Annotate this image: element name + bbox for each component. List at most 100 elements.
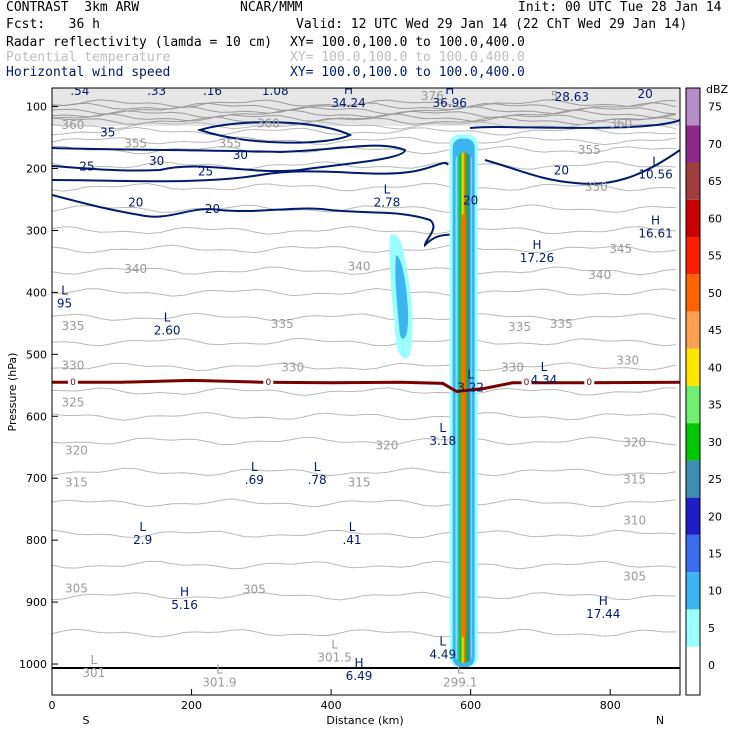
reflectivity-cell bbox=[389, 134, 478, 668]
extremum-value: 36.96 bbox=[433, 96, 467, 110]
extremum-type: L bbox=[349, 520, 356, 534]
theta-contour bbox=[52, 467, 677, 477]
extremum-value: .54 bbox=[70, 84, 89, 98]
theta-contour bbox=[52, 126, 677, 136]
x-axis: 0 200 400 600 800 bbox=[49, 689, 621, 712]
x-tick-label: 400 bbox=[321, 699, 342, 712]
theta-label: 360 bbox=[61, 118, 84, 132]
wind-contour-20-top bbox=[469, 119, 680, 129]
extremum-value: 301.9 bbox=[202, 675, 236, 689]
theta-label: 335 bbox=[61, 319, 84, 333]
convective-cell-hot bbox=[461, 214, 467, 638]
theta-label: 310 bbox=[623, 513, 646, 527]
wind-label: 35 bbox=[100, 126, 115, 140]
colorbar-swatch bbox=[686, 162, 700, 200]
y-tick-label: 300 bbox=[26, 224, 47, 237]
theta-contour bbox=[52, 225, 677, 235]
theta-contour bbox=[52, 411, 677, 421]
freezing-label: 0 bbox=[70, 378, 76, 388]
extremum-type: L bbox=[541, 360, 548, 374]
colorbar-label: 40 bbox=[708, 361, 722, 374]
theta-contour bbox=[52, 287, 677, 297]
theta-contour bbox=[52, 182, 677, 192]
extremum-type: L bbox=[61, 283, 68, 297]
extremum-value: 3.18 bbox=[429, 434, 456, 448]
wind-label: 20 bbox=[205, 202, 220, 216]
colorbar-swatch bbox=[686, 125, 700, 163]
theta-contour bbox=[52, 387, 676, 397]
theta-contour bbox=[52, 204, 677, 214]
extremum-value: 17.26 bbox=[520, 251, 554, 265]
colorbar-label: 10 bbox=[708, 585, 722, 598]
colorbar-label: 50 bbox=[708, 287, 722, 300]
theta-contours bbox=[52, 99, 677, 638]
freezing-level-labels: 0 0 0 0 bbox=[67, 377, 595, 388]
freezing-label: 0 bbox=[524, 378, 530, 388]
y-tick-label: 500 bbox=[26, 348, 47, 361]
extremum-value: 301 bbox=[82, 666, 105, 680]
extremum-value: 301.5 bbox=[317, 651, 351, 665]
y-tick-label: 900 bbox=[26, 596, 47, 609]
upper-theta-band bbox=[52, 88, 680, 126]
y-tick-label: 600 bbox=[26, 410, 47, 423]
theta-label: 325 bbox=[61, 396, 84, 410]
extremum-value: .16 bbox=[203, 84, 222, 98]
theta-contour bbox=[52, 337, 677, 347]
theta-label: 376 bbox=[421, 89, 444, 103]
wind-contour-20-left bbox=[52, 194, 456, 248]
colorbar-label: 75 bbox=[708, 101, 722, 114]
colorbar-swatch bbox=[686, 572, 700, 610]
wind-label: 30 bbox=[149, 154, 164, 168]
colorbar-label: 70 bbox=[708, 138, 722, 151]
colorbar-label: 35 bbox=[708, 399, 722, 412]
theta-contour bbox=[52, 529, 677, 539]
colorbar-swatch bbox=[686, 497, 700, 535]
x-axis-title: Distance (km) bbox=[326, 714, 403, 727]
extremum-value: .33 bbox=[147, 84, 166, 98]
colorbar-label: 45 bbox=[708, 324, 722, 337]
extremum-value: 95 bbox=[57, 296, 72, 310]
theta-contour bbox=[52, 362, 677, 372]
extremum-type: L bbox=[91, 653, 98, 667]
freezing-label: 0 bbox=[586, 378, 592, 388]
extremum-value: 34.24 bbox=[331, 96, 365, 110]
theta-contour bbox=[52, 136, 677, 146]
extremum-type: L bbox=[652, 154, 659, 168]
extremum-value: 2.60 bbox=[154, 324, 181, 338]
wind-label: 20 bbox=[128, 196, 143, 210]
theta-label: 355 bbox=[124, 137, 147, 151]
freezing-label: 0 bbox=[265, 378, 271, 388]
colorbar-label: 25 bbox=[708, 473, 722, 486]
theta-label: 345 bbox=[609, 242, 632, 256]
extremum-type: H bbox=[532, 238, 541, 252]
x-tick-label: 200 bbox=[181, 699, 202, 712]
colorbar-swatch bbox=[686, 460, 700, 498]
extremum-value: .41 bbox=[342, 533, 361, 547]
extremum-type: H bbox=[567, 77, 576, 91]
colorbar: 0 5 10 15 20 25 30 35 40 45 50 55 60 65 70 75 bbox=[685, 87, 722, 696]
extremum-type: L bbox=[439, 634, 446, 648]
extremum-type: L bbox=[153, 71, 160, 85]
colorbar-label: 15 bbox=[708, 547, 722, 560]
wind-label: 25 bbox=[198, 165, 213, 179]
extremum-type: L bbox=[272, 71, 279, 85]
extremum-type: L bbox=[139, 520, 146, 534]
y-axis: 100 200 300 400 500 600 700 800 900 1000 bbox=[19, 101, 58, 671]
theta-label: 305 bbox=[623, 570, 646, 584]
extremum-value: 2.78 bbox=[374, 195, 401, 209]
wind-label: 20 bbox=[463, 194, 478, 208]
colorbar-swatch bbox=[686, 609, 700, 647]
extremum-value: 17.44 bbox=[586, 607, 620, 621]
theta-label: 320 bbox=[65, 443, 88, 457]
theta-label: 330 bbox=[616, 354, 639, 368]
colorbar-label: 60 bbox=[708, 212, 722, 225]
x-tick-label: 0 bbox=[49, 699, 56, 712]
theta-label: 335 bbox=[550, 317, 573, 331]
extremum-type: L bbox=[77, 71, 84, 85]
theta-contour bbox=[52, 436, 677, 446]
extremum-value: .78 bbox=[308, 473, 327, 487]
field-3-name: Horizontal wind speed bbox=[6, 65, 171, 80]
y-tick-label: 1000 bbox=[19, 658, 47, 671]
